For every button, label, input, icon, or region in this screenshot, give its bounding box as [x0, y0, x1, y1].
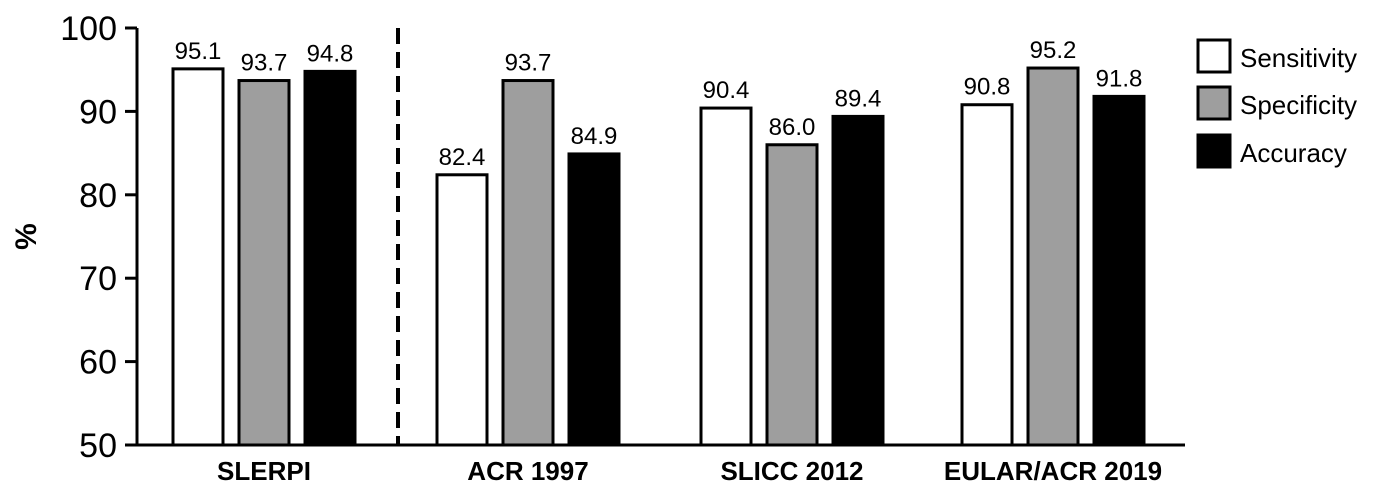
category-label: SLICC 2012 — [720, 456, 863, 486]
axes: 50 60 70 80 90 100% — [10, 10, 1185, 465]
bar-accuracy — [831, 114, 885, 447]
legend-label: Specificity — [1240, 90, 1357, 120]
data-label: 91.8 — [1096, 65, 1143, 92]
data-label: 90.8 — [964, 74, 1011, 101]
legend-label: Accuracy — [1240, 138, 1347, 168]
category-label: ACR 1997 — [467, 456, 588, 486]
bar-sensitivity — [171, 67, 225, 447]
category-label: EULAR/ACR 2019 — [944, 456, 1162, 486]
bar-accuracy — [303, 69, 357, 447]
legend-swatch-accuracy — [1196, 133, 1232, 169]
data-label: 90.4 — [703, 77, 750, 104]
legend-swatch-specificity — [1196, 85, 1232, 121]
y-tick-label: 50 — [79, 427, 117, 465]
data-label: 84.9 — [571, 123, 618, 150]
bar-specificity — [765, 143, 819, 447]
bar-accuracy — [1092, 94, 1146, 447]
bar-sensitivity — [435, 173, 489, 447]
y-tick-label: 80 — [79, 177, 117, 215]
data-label: 94.8 — [307, 40, 354, 67]
bar-specificity — [1026, 66, 1080, 447]
data-label: 86.0 — [769, 114, 816, 141]
bar-sensitivity — [960, 103, 1014, 447]
data-label: 93.7 — [505, 50, 552, 77]
data-label: 95.1 — [175, 38, 222, 65]
bar-accuracy — [567, 152, 621, 447]
data-label: 89.4 — [835, 85, 882, 112]
legend: Sensitivity Specificity Accuracy — [1196, 38, 1357, 169]
data-label: 93.7 — [241, 50, 288, 77]
bar-specificity — [501, 79, 555, 447]
bars — [171, 66, 1146, 447]
category-label: SLERPI — [217, 456, 311, 486]
y-axis-title: % — [10, 223, 43, 250]
y-tick-label: 90 — [79, 93, 117, 131]
legend-label: Sensitivity — [1240, 43, 1357, 73]
y-tick-label: 70 — [79, 260, 117, 298]
labels: 95.1 93.7 94.8 SLERPI 82.4 93.7 84.9 ACR 1997 90… — [175, 37, 1162, 486]
bar-specificity — [237, 79, 291, 447]
data-label: 82.4 — [439, 144, 486, 171]
y-tick-label: 100 — [60, 10, 117, 48]
data-label: 95.2 — [1030, 37, 1077, 64]
y-tick-label: 60 — [79, 344, 117, 382]
bar-sensitivity — [699, 106, 753, 447]
legend-swatch-sensitivity — [1196, 38, 1232, 74]
